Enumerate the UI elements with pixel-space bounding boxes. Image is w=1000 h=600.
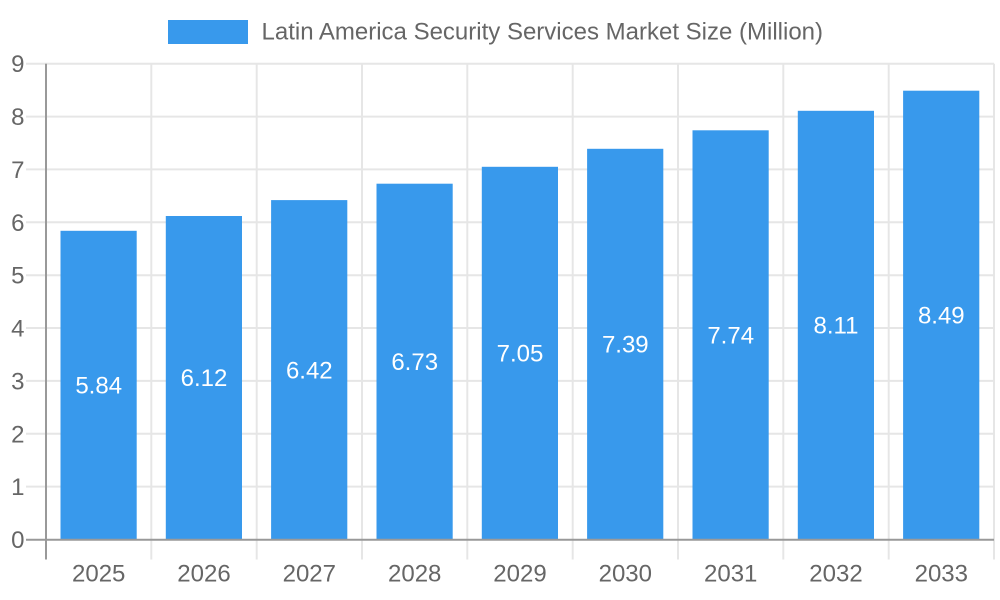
svg-text:2030: 2030 (599, 561, 652, 588)
svg-text:0: 0 (11, 527, 24, 554)
svg-text:8.11: 8.11 (814, 313, 859, 340)
svg-text:6: 6 (11, 210, 24, 237)
svg-text:1: 1 (11, 474, 24, 501)
svg-text:5: 5 (11, 263, 24, 290)
svg-text:6.42: 6.42 (286, 357, 333, 384)
svg-text:6.73: 6.73 (391, 349, 438, 376)
svg-text:2026: 2026 (177, 561, 230, 588)
svg-text:3: 3 (11, 368, 24, 395)
svg-text:8: 8 (11, 104, 24, 131)
svg-text:2029: 2029 (493, 561, 546, 588)
svg-text:2028: 2028 (388, 561, 441, 588)
svg-text:8.49: 8.49 (918, 303, 965, 330)
svg-text:2027: 2027 (283, 561, 336, 588)
svg-text:2032: 2032 (809, 561, 862, 588)
svg-text:9: 9 (11, 51, 24, 78)
svg-text:2031: 2031 (704, 561, 757, 588)
svg-text:7: 7 (11, 157, 24, 184)
svg-text:4: 4 (11, 316, 24, 343)
svg-text:6.12: 6.12 (181, 365, 228, 392)
svg-text:Latin America Security Service: Latin America Security Services Market S… (262, 19, 824, 46)
svg-text:7.05: 7.05 (497, 341, 544, 368)
svg-text:7.39: 7.39 (602, 332, 649, 359)
svg-text:2033: 2033 (915, 561, 968, 588)
svg-text:2025: 2025 (72, 561, 125, 588)
svg-text:5.84: 5.84 (75, 373, 122, 400)
svg-text:2: 2 (11, 421, 24, 448)
svg-text:7.74: 7.74 (707, 322, 754, 349)
